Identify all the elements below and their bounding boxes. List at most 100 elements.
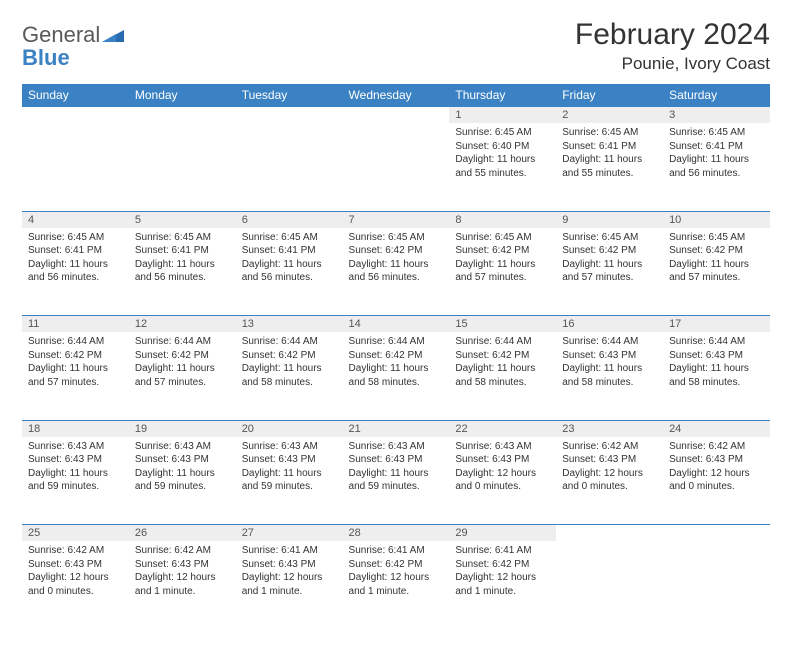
month-title: February 2024 (575, 18, 770, 52)
sunrise-text: Sunrise: 6:44 AM (669, 335, 764, 349)
sunrise-text: Sunrise: 6:44 AM (242, 335, 337, 349)
sunrise-text: Sunrise: 6:45 AM (562, 231, 657, 245)
sunset-text: Sunset: 6:42 PM (349, 244, 444, 258)
day-number-cell: 19 (129, 420, 236, 437)
day-number-cell: 26 (129, 525, 236, 542)
day-header: Saturday (663, 84, 770, 107)
page-header: General Blue February 2024 Pounie, Ivory… (22, 18, 770, 74)
sunrise-text: Sunrise: 6:45 AM (349, 231, 444, 245)
sunrise-text: Sunrise: 6:41 AM (349, 544, 444, 558)
sunset-text: Sunset: 6:43 PM (349, 453, 444, 467)
day-content-row: Sunrise: 6:45 AMSunset: 6:41 PMDaylight:… (22, 228, 770, 316)
daylight-text: Daylight: 11 hours and 57 minutes. (562, 258, 657, 285)
daylight-text: Daylight: 11 hours and 57 minutes. (28, 362, 123, 389)
day-cell: Sunrise: 6:44 AMSunset: 6:43 PMDaylight:… (556, 332, 663, 420)
day-cell (343, 123, 450, 211)
sunset-text: Sunset: 6:42 PM (455, 558, 550, 572)
day-number-cell: 3 (663, 107, 770, 124)
day-cell (556, 541, 663, 629)
daylight-text: Daylight: 11 hours and 58 minutes. (242, 362, 337, 389)
day-header: Sunday (22, 84, 129, 107)
sunrise-text: Sunrise: 6:45 AM (455, 231, 550, 245)
sunset-text: Sunset: 6:40 PM (455, 140, 550, 154)
day-number-cell: 25 (22, 525, 129, 542)
daylight-text: Daylight: 11 hours and 59 minutes. (349, 467, 444, 494)
sunrise-text: Sunrise: 6:41 AM (242, 544, 337, 558)
day-cell: Sunrise: 6:43 AMSunset: 6:43 PMDaylight:… (236, 437, 343, 525)
day-cell: Sunrise: 6:44 AMSunset: 6:42 PMDaylight:… (22, 332, 129, 420)
daylight-text: Daylight: 12 hours and 1 minute. (242, 571, 337, 598)
day-cell: Sunrise: 6:41 AMSunset: 6:42 PMDaylight:… (343, 541, 450, 629)
daylight-text: Daylight: 12 hours and 0 minutes. (28, 571, 123, 598)
sunset-text: Sunset: 6:43 PM (242, 558, 337, 572)
day-number-cell: 13 (236, 316, 343, 333)
daylight-text: Daylight: 11 hours and 59 minutes. (135, 467, 230, 494)
sunrise-text: Sunrise: 6:45 AM (28, 231, 123, 245)
day-content-row: Sunrise: 6:42 AMSunset: 6:43 PMDaylight:… (22, 541, 770, 629)
day-number-cell: 4 (22, 211, 129, 228)
daylight-text: Daylight: 11 hours and 58 minutes. (455, 362, 550, 389)
sunset-text: Sunset: 6:43 PM (669, 349, 764, 363)
sunrise-text: Sunrise: 6:45 AM (669, 231, 764, 245)
day-cell (129, 123, 236, 211)
logo-text-general: General (22, 22, 100, 47)
daylight-text: Daylight: 12 hours and 0 minutes. (669, 467, 764, 494)
day-cell: Sunrise: 6:45 AMSunset: 6:42 PMDaylight:… (556, 228, 663, 316)
daylight-text: Daylight: 11 hours and 56 minutes. (242, 258, 337, 285)
day-header: Monday (129, 84, 236, 107)
sunrise-text: Sunrise: 6:43 AM (28, 440, 123, 454)
day-number-row: 2526272829 (22, 525, 770, 542)
sunset-text: Sunset: 6:42 PM (455, 349, 550, 363)
day-cell: Sunrise: 6:42 AMSunset: 6:43 PMDaylight:… (129, 541, 236, 629)
daylight-text: Daylight: 12 hours and 0 minutes. (455, 467, 550, 494)
day-cell: Sunrise: 6:42 AMSunset: 6:43 PMDaylight:… (22, 541, 129, 629)
day-number-cell (343, 107, 450, 124)
day-cell: Sunrise: 6:42 AMSunset: 6:43 PMDaylight:… (663, 437, 770, 525)
sunset-text: Sunset: 6:43 PM (28, 453, 123, 467)
day-cell: Sunrise: 6:43 AMSunset: 6:43 PMDaylight:… (343, 437, 450, 525)
sunrise-text: Sunrise: 6:43 AM (455, 440, 550, 454)
logo-triangle-icon (102, 26, 124, 47)
day-content-row: Sunrise: 6:44 AMSunset: 6:42 PMDaylight:… (22, 332, 770, 420)
day-number-cell: 12 (129, 316, 236, 333)
daylight-text: Daylight: 11 hours and 59 minutes. (28, 467, 123, 494)
daylight-text: Daylight: 11 hours and 57 minutes. (669, 258, 764, 285)
day-header: Tuesday (236, 84, 343, 107)
day-number-cell (663, 525, 770, 542)
sunset-text: Sunset: 6:43 PM (455, 453, 550, 467)
day-header-row: Sunday Monday Tuesday Wednesday Thursday… (22, 84, 770, 107)
day-content-row: Sunrise: 6:43 AMSunset: 6:43 PMDaylight:… (22, 437, 770, 525)
sunrise-text: Sunrise: 6:44 AM (349, 335, 444, 349)
day-number-cell: 29 (449, 525, 556, 542)
day-cell: Sunrise: 6:44 AMSunset: 6:42 PMDaylight:… (129, 332, 236, 420)
day-number-cell (129, 107, 236, 124)
daylight-text: Daylight: 12 hours and 0 minutes. (562, 467, 657, 494)
day-number-cell: 2 (556, 107, 663, 124)
sunrise-text: Sunrise: 6:42 AM (669, 440, 764, 454)
sunset-text: Sunset: 6:43 PM (669, 453, 764, 467)
location-text: Pounie, Ivory Coast (575, 54, 770, 74)
sunrise-text: Sunrise: 6:45 AM (562, 126, 657, 140)
sunset-text: Sunset: 6:43 PM (242, 453, 337, 467)
day-number-cell: 10 (663, 211, 770, 228)
sunset-text: Sunset: 6:43 PM (28, 558, 123, 572)
day-cell: Sunrise: 6:45 AMSunset: 6:41 PMDaylight:… (236, 228, 343, 316)
sunrise-text: Sunrise: 6:45 AM (455, 126, 550, 140)
day-number-row: 18192021222324 (22, 420, 770, 437)
day-number-cell: 16 (556, 316, 663, 333)
day-cell: Sunrise: 6:44 AMSunset: 6:42 PMDaylight:… (343, 332, 450, 420)
sunset-text: Sunset: 6:41 PM (135, 244, 230, 258)
day-cell: Sunrise: 6:45 AMSunset: 6:42 PMDaylight:… (343, 228, 450, 316)
day-cell: Sunrise: 6:45 AMSunset: 6:41 PMDaylight:… (556, 123, 663, 211)
day-cell: Sunrise: 6:43 AMSunset: 6:43 PMDaylight:… (129, 437, 236, 525)
day-number-cell: 11 (22, 316, 129, 333)
sunrise-text: Sunrise: 6:45 AM (242, 231, 337, 245)
day-number-cell: 9 (556, 211, 663, 228)
sunset-text: Sunset: 6:43 PM (562, 349, 657, 363)
sunset-text: Sunset: 6:41 PM (28, 244, 123, 258)
day-number-cell: 22 (449, 420, 556, 437)
sunset-text: Sunset: 6:43 PM (562, 453, 657, 467)
sunset-text: Sunset: 6:41 PM (242, 244, 337, 258)
day-content-row: Sunrise: 6:45 AMSunset: 6:40 PMDaylight:… (22, 123, 770, 211)
day-number-cell: 23 (556, 420, 663, 437)
